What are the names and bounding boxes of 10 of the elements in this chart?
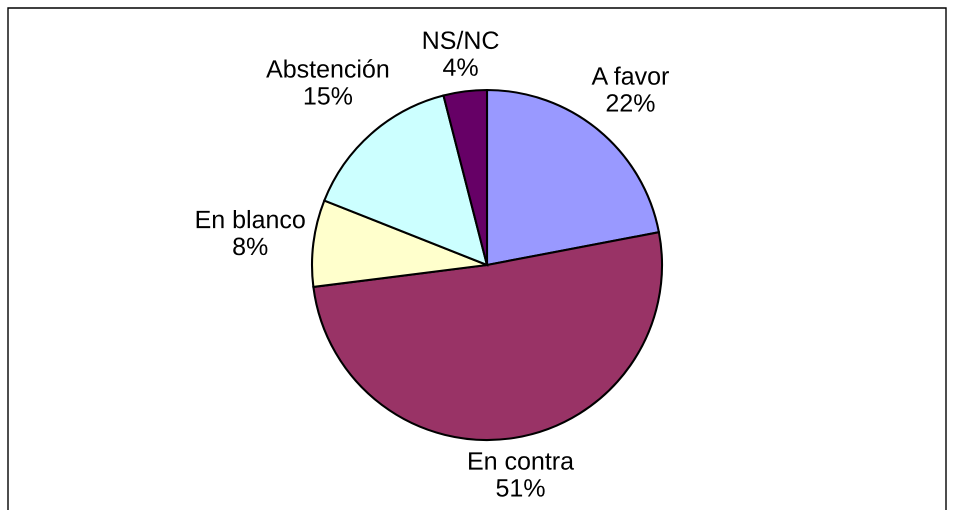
data-label: 4% (443, 58, 478, 76)
data-label: 51% (496, 479, 545, 497)
data-label: 22% (606, 94, 655, 112)
slice-label: Abstención (266, 59, 388, 78)
slice-label: A favor (592, 66, 669, 85)
slice-label: En contra (469, 452, 574, 470)
slice-label: NS/NC (424, 30, 499, 50)
slice-label: En blanco (196, 210, 305, 228)
data-label: 15% (304, 87, 352, 105)
data-label: 8% (233, 238, 268, 256)
